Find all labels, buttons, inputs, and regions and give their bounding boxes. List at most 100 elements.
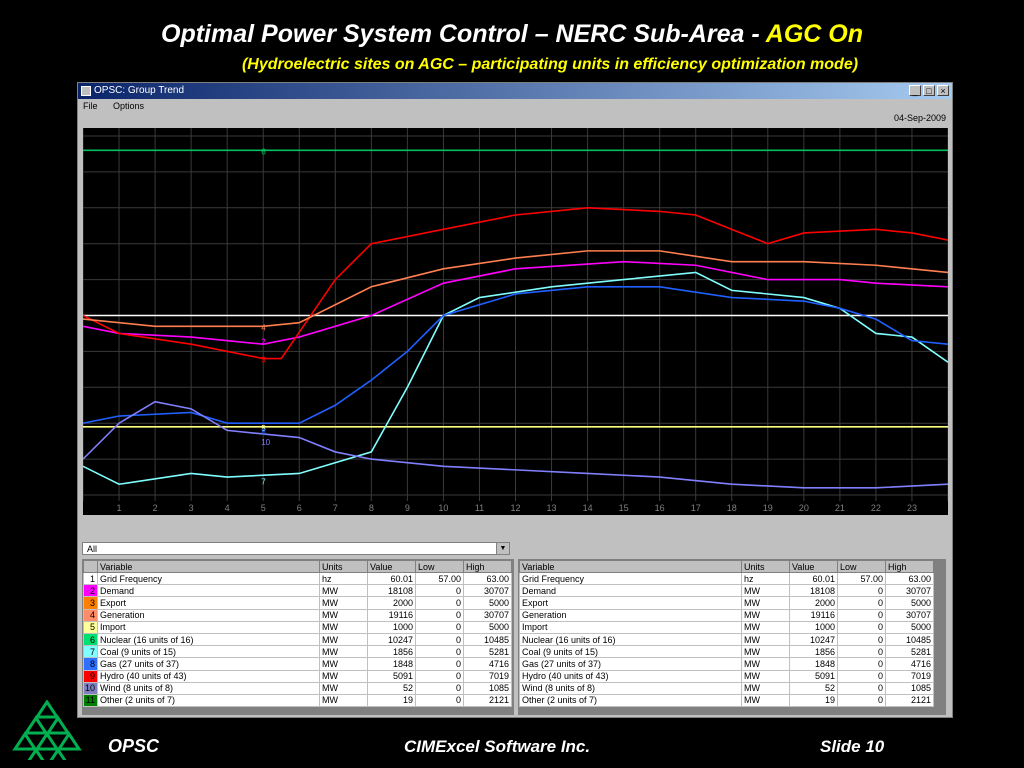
row-index-swatch: 8	[83, 657, 98, 671]
cell-low: 0	[415, 693, 464, 708]
maximize-button[interactable]: □	[923, 85, 935, 96]
column-header-low[interactable]: Low	[415, 560, 464, 573]
table-row[interactable]: 9 Hydro (40 units of 43) MW 5091 0 7019	[83, 669, 512, 683]
cell-high: 5281	[463, 645, 512, 659]
cell-value: 19	[367, 693, 416, 708]
cell-units: MW	[319, 657, 368, 671]
menu-options[interactable]: Options	[113, 101, 145, 111]
cell-variable: Coal (9 units of 15)	[97, 645, 320, 659]
table-row[interactable]: Hydro (40 units of 43) MW 5091 0 7019	[519, 669, 934, 683]
table-row[interactable]: Other (2 units of 7) MW 19 0 2121	[519, 693, 934, 708]
trend-chart[interactable]: 1 2 3 4 5 6 7 8 9 10 11 12 13 14 15 16 17 18 19 20 21 22 23 6 4 2…	[83, 128, 948, 515]
column-header-variable[interactable]: Variable	[97, 560, 320, 573]
cell-variable: Export	[97, 596, 320, 610]
row-index-swatch: 1	[83, 571, 98, 586]
cell-value: 18108	[367, 584, 416, 598]
cell-low: 0	[415, 645, 464, 659]
column-header-high[interactable]: High	[463, 560, 512, 573]
variable-table: Variable Units Value Low High 1 Grid Freq…	[83, 560, 512, 708]
cell-variable: Generation	[519, 608, 742, 622]
table-row[interactable]: 6 Nuclear (16 units of 16) MW 10247 0 10485	[83, 632, 512, 647]
trend-date: 04-Sep-2009	[893, 113, 946, 123]
cell-units: hz	[741, 571, 790, 586]
table-row[interactable]: 10 Wind (8 units of 8) MW 52 0 1085	[83, 681, 512, 695]
table-row[interactable]: Wind (8 units of 8) MW 52 0 1085	[519, 681, 934, 695]
cell-variable: Generation	[97, 608, 320, 622]
window-titlebar[interactable]: OPSC: Group Trend _ □ ×	[78, 83, 952, 99]
menu-file[interactable]: File	[83, 101, 98, 111]
minimize-button[interactable]: _	[909, 85, 921, 96]
table-row[interactable]: 7 Coal (9 units of 15) MW 1856 0 5281	[83, 645, 512, 659]
cell-variable: Grid Frequency	[97, 571, 320, 586]
column-header-variable[interactable]: Variable	[519, 560, 742, 573]
cell-low: 0	[837, 584, 886, 598]
cell-variable: Grid Frequency	[519, 571, 742, 586]
row-index-swatch: 9	[83, 669, 98, 683]
chevron-down-icon[interactable]: ▼	[496, 543, 509, 554]
series-label: 5	[261, 424, 266, 433]
table-row[interactable]: 11 Other (2 units of 7) MW 19 0 2121	[83, 693, 512, 708]
cell-high: 30707	[885, 584, 934, 598]
table-row[interactable]: Coal (9 units of 15) MW 1856 0 5281	[519, 645, 934, 659]
table-row[interactable]: Grid Frequency hz 60.01 57.00 63.00	[519, 571, 934, 586]
series-label: 8	[261, 427, 266, 436]
cell-low: 0	[837, 596, 886, 610]
series-line-4	[83, 250, 948, 328]
slide-title-highlight: AGC On	[765, 20, 863, 48]
cell-low: 0	[415, 657, 464, 671]
cell-high: 30707	[885, 608, 934, 622]
x-tick-label: 11	[475, 503, 484, 513]
x-tick-label: 14	[583, 503, 593, 513]
close-button[interactable]: ×	[937, 85, 949, 96]
column-header-value[interactable]: Value	[789, 560, 838, 573]
cell-value: 19116	[789, 608, 838, 622]
column-header-units[interactable]: Units	[741, 560, 790, 573]
group-filter-value: All	[87, 544, 98, 554]
table-row[interactable]: Export MW 2000 0 5000	[519, 596, 934, 610]
logo-triangle	[45, 715, 71, 735]
x-tick-label: 8	[369, 503, 374, 513]
x-tick-label: 22	[871, 503, 881, 513]
row-index-swatch: 7	[83, 645, 98, 659]
cell-variable: Import	[519, 620, 742, 634]
x-tick-label: 6	[297, 503, 302, 513]
cell-low: 0	[415, 596, 464, 610]
table-row[interactable]: 8 Gas (27 units of 37) MW 1848 0 4716	[83, 657, 512, 671]
cell-high: 4716	[885, 657, 934, 671]
cell-value: 10247	[367, 632, 416, 647]
cell-units: MW	[741, 657, 790, 671]
column-header-low[interactable]: Low	[837, 560, 886, 573]
table-row[interactable]: 3 Export MW 2000 0 5000	[83, 596, 512, 610]
variable-table-left: Variable Units Value Low High 1 Grid Freq…	[82, 559, 514, 715]
table-row[interactable]: 4 Generation MW 19116 0 30707	[83, 608, 512, 622]
cell-units: MW	[319, 693, 368, 708]
table-row[interactable]: Import MW 1000 0 5000	[519, 620, 934, 634]
column-header-value[interactable]: Value	[367, 560, 416, 573]
cell-units: MW	[741, 584, 790, 598]
series-line-10	[83, 400, 948, 489]
table-row[interactable]: 2 Demand MW 18108 0 30707	[83, 584, 512, 598]
table-row[interactable]: Nuclear (16 units of 16) MW 10247 0 10485	[519, 632, 934, 647]
cell-low: 57.00	[415, 571, 464, 586]
table-row[interactable]: Demand MW 18108 0 30707	[519, 584, 934, 598]
cell-units: MW	[741, 645, 790, 659]
cell-low: 57.00	[837, 571, 886, 586]
cell-units: MW	[741, 669, 790, 683]
cell-high: 63.00	[463, 571, 512, 586]
x-tick-label: 17	[691, 503, 701, 513]
table-row[interactable]: 5 Import MW 1000 0 5000	[83, 620, 512, 634]
row-index-swatch: 6	[83, 632, 98, 647]
window-title: OPSC: Group Trend	[94, 85, 185, 96]
x-tick-label: 9	[405, 503, 410, 513]
x-tick-label: 10	[438, 503, 448, 513]
cell-value: 2000	[789, 596, 838, 610]
column-header-high[interactable]: High	[885, 560, 934, 573]
table-row[interactable]: 1 Grid Frequency hz 60.01 57.00 63.00	[83, 571, 512, 586]
table-row[interactable]: Gas (27 units of 37) MW 1848 0 4716	[519, 657, 934, 671]
table-row[interactable]: Generation MW 19116 0 30707	[519, 608, 934, 622]
column-header-units[interactable]: Units	[319, 560, 368, 573]
row-index-swatch: 5	[83, 620, 98, 634]
x-tick-label: 13	[547, 503, 557, 513]
group-filter-select[interactable]: All ▼	[82, 542, 510, 555]
cell-low: 0	[415, 632, 464, 647]
